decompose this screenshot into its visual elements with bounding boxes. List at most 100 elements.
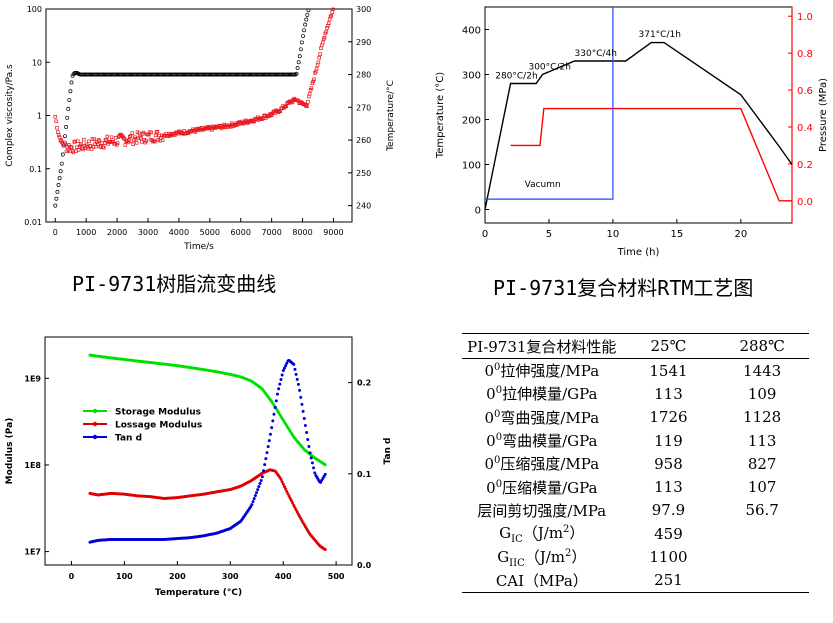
value-288c bbox=[715, 545, 809, 568]
loss-modulus-point bbox=[294, 508, 298, 512]
legend-marker bbox=[92, 408, 98, 414]
value-25c: 459 bbox=[654, 524, 683, 543]
x-tick-label: 9000 bbox=[323, 228, 343, 237]
process-annotation: 280°C/2h bbox=[495, 72, 537, 82]
y2-tick-label: 240 bbox=[356, 202, 371, 211]
viscosity-point bbox=[79, 142, 83, 146]
y2-tick-label: 0.2 bbox=[357, 379, 371, 388]
viscosity-point bbox=[121, 136, 126, 140]
temperature-point bbox=[297, 54, 302, 59]
temperature-point bbox=[303, 22, 308, 27]
tan-delta-point bbox=[260, 475, 264, 479]
tan-delta-point bbox=[250, 503, 254, 507]
legend-marker bbox=[92, 421, 98, 427]
x-tick-label: 10 bbox=[607, 229, 620, 240]
viscosity-series bbox=[53, 7, 335, 155]
tan-delta-point bbox=[281, 369, 285, 373]
property-name: 层间剪切强度/MPa bbox=[477, 501, 607, 520]
y2-tick-label: 260 bbox=[356, 136, 371, 145]
tan-delta-point bbox=[313, 471, 317, 475]
x-tick-label: 300 bbox=[222, 572, 239, 581]
temperature-point bbox=[64, 125, 69, 129]
y2-tick-label: 0.6 bbox=[797, 86, 813, 97]
viscosity-point bbox=[84, 142, 89, 147]
header-25c: 25℃ bbox=[621, 333, 716, 359]
process-annotation: 300°C/2h bbox=[528, 63, 570, 73]
tan-delta-point bbox=[263, 463, 267, 467]
viscosity-point bbox=[101, 145, 106, 150]
value-25c: 1726 bbox=[649, 408, 688, 427]
temperature-point bbox=[69, 80, 74, 85]
x-tick-label: 5 bbox=[546, 229, 552, 240]
y2-axis-label: Pressure (MPa) bbox=[818, 78, 829, 152]
y-tick-label: 100 bbox=[27, 5, 42, 14]
y-tick-label: 200 bbox=[462, 116, 481, 127]
viscosity-point bbox=[57, 135, 62, 139]
x-tick-label: 0 bbox=[53, 228, 58, 237]
temperature-point bbox=[56, 183, 61, 187]
y2-axis-label: Temperature/°C bbox=[386, 80, 396, 152]
value-288c: 113 bbox=[747, 431, 777, 450]
plot-frame bbox=[44, 336, 353, 566]
loss-modulus-point bbox=[287, 494, 291, 498]
temperature-point bbox=[305, 12, 310, 17]
y2-tick-label: 250 bbox=[356, 169, 371, 178]
table-row: GIC（J/m2） 459 bbox=[462, 522, 809, 545]
temperature-point bbox=[296, 60, 301, 65]
header-288c: 288℃ bbox=[715, 333, 809, 359]
viscosity-point bbox=[131, 142, 135, 146]
viscosity-point bbox=[95, 142, 100, 147]
viscosity-point bbox=[76, 139, 80, 143]
process-annotation: 371°C/1h bbox=[639, 30, 681, 40]
temperature-point bbox=[54, 196, 59, 201]
y-tick-label: 100 bbox=[462, 161, 481, 172]
viscosity-point bbox=[72, 140, 77, 144]
property-name: GIC（J/m2） bbox=[499, 524, 585, 546]
viscosity-point bbox=[105, 134, 109, 139]
viscosity-point bbox=[59, 138, 64, 142]
temperature-point bbox=[60, 152, 65, 157]
table-row: 00压缩模量/GPa 113 107 bbox=[462, 475, 809, 498]
temperature-point bbox=[68, 89, 73, 94]
x-tick-label: 8000 bbox=[292, 228, 312, 237]
loss-modulus-point bbox=[295, 510, 299, 514]
dma-chart: 0 100 200 300 400 500 1E7 1E8 1E9 0.0 0.1 0.2 Temper… bbox=[5, 336, 393, 598]
x-axis-label: Time/s bbox=[183, 242, 214, 252]
viscosity-point bbox=[322, 35, 327, 40]
loss-modulus-series bbox=[88, 468, 327, 552]
temperature-point bbox=[299, 40, 304, 45]
tan-delta-point bbox=[300, 402, 304, 406]
viscosity-point bbox=[130, 131, 135, 135]
tan-delta-point bbox=[302, 416, 306, 420]
tan-delta-point bbox=[294, 372, 298, 376]
temperature-point bbox=[304, 17, 309, 22]
legend-entry: Tan d bbox=[115, 434, 142, 444]
x-axis-label: Time (h) bbox=[617, 247, 660, 258]
temperature-point bbox=[295, 66, 300, 70]
x-tick-label: 5000 bbox=[200, 228, 220, 237]
y2-tick-label: 290 bbox=[356, 38, 371, 47]
viscosity-point bbox=[327, 17, 332, 22]
process-annotation: 330°C/4h bbox=[575, 49, 617, 59]
tan-delta-point bbox=[267, 439, 271, 443]
property-name: 00压缩强度/MPa bbox=[484, 455, 600, 474]
loss-modulus-point bbox=[292, 503, 296, 507]
x-tick-label: 15 bbox=[671, 229, 684, 240]
tan-delta-point bbox=[275, 392, 279, 396]
y2-axis-label: Tan d bbox=[383, 437, 393, 464]
tan-delta-point bbox=[282, 366, 286, 370]
value-25c: 1541 bbox=[649, 361, 688, 380]
tan-delta-point bbox=[299, 395, 303, 399]
x-tick-label: 0 bbox=[482, 229, 488, 240]
viscosity-point bbox=[329, 13, 334, 18]
viscosity-point bbox=[316, 60, 321, 65]
viscosity-point bbox=[56, 133, 61, 137]
property-name: 00拉伸模量/GPa bbox=[486, 385, 598, 404]
temperature-point bbox=[298, 47, 303, 52]
value-288c: 107 bbox=[747, 478, 777, 497]
viscosity-point bbox=[310, 81, 315, 85]
viscosity-point bbox=[134, 141, 139, 145]
tan-delta-point bbox=[272, 412, 276, 416]
tan-delta-point bbox=[279, 378, 283, 382]
loss-modulus-point bbox=[288, 497, 292, 501]
